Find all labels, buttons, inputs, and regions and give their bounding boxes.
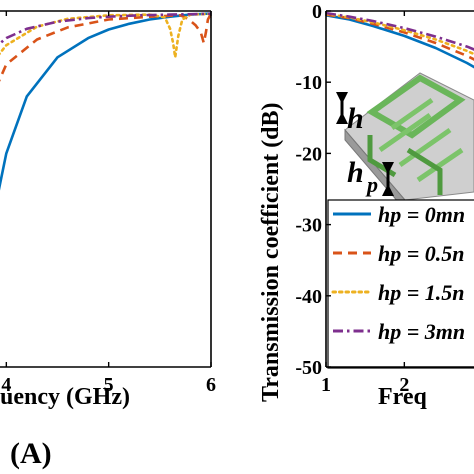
panel-b-ytick-label: -20	[295, 143, 322, 165]
panel-b-ytick-label: 0	[312, 1, 322, 23]
panel-b-series-line-3	[326, 14, 474, 74]
panel-b-xlabel: Freq	[378, 384, 428, 410]
panel-b-ytick-label: -10	[295, 72, 322, 94]
panel-b-ytick-label: -40	[295, 286, 322, 308]
panel-b: h h p hp = 0mn hp = 0.5n hp = 1.5n hp = 3mn…	[258, 1, 474, 410]
inset-label-hp: h	[347, 156, 364, 189]
panel-label-a: (A)	[10, 437, 52, 470]
panel-a-xtick-label: 6	[206, 374, 216, 396]
legend-label-1: hp = 0mn	[378, 202, 465, 227]
panel-a-series-line-1	[0, 14, 211, 303]
legend-label-4: hp = 3mn	[378, 319, 465, 344]
panel-b-series-line-4	[326, 13, 474, 67]
panel-a-xlabel: uency (GHz)	[0, 384, 130, 410]
panel-a-series-line-3	[0, 14, 211, 300]
panel-a-series-line-2	[0, 14, 211, 285]
panel-b-plot-area	[326, 13, 474, 91]
inset-label-h: h	[347, 102, 364, 135]
legend-label-3: hp = 1.5n	[378, 280, 465, 305]
panel-a-series-line-4	[0, 14, 211, 289]
panel-b-series-line-1	[326, 15, 474, 91]
panel-b-ytick-label: -30	[295, 215, 322, 237]
panel-b-ylabel: Transmission coefficient (dB)	[258, 102, 284, 402]
panel-b-series-line-2	[326, 15, 474, 81]
panel-a-plot-area	[0, 14, 211, 303]
inset-structure-illustration: h h p	[336, 73, 474, 210]
panel-b-legend: hp = 0mn hp = 0.5n hp = 1.5n hp = 3mn	[328, 200, 474, 368]
panel-b-xtick-label: 1	[321, 374, 331, 396]
inset-label-hp-sub: p	[365, 172, 378, 197]
panel-b-ytick-label: -50	[295, 357, 322, 379]
legend-label-2: hp = 0.5n	[378, 241, 465, 266]
